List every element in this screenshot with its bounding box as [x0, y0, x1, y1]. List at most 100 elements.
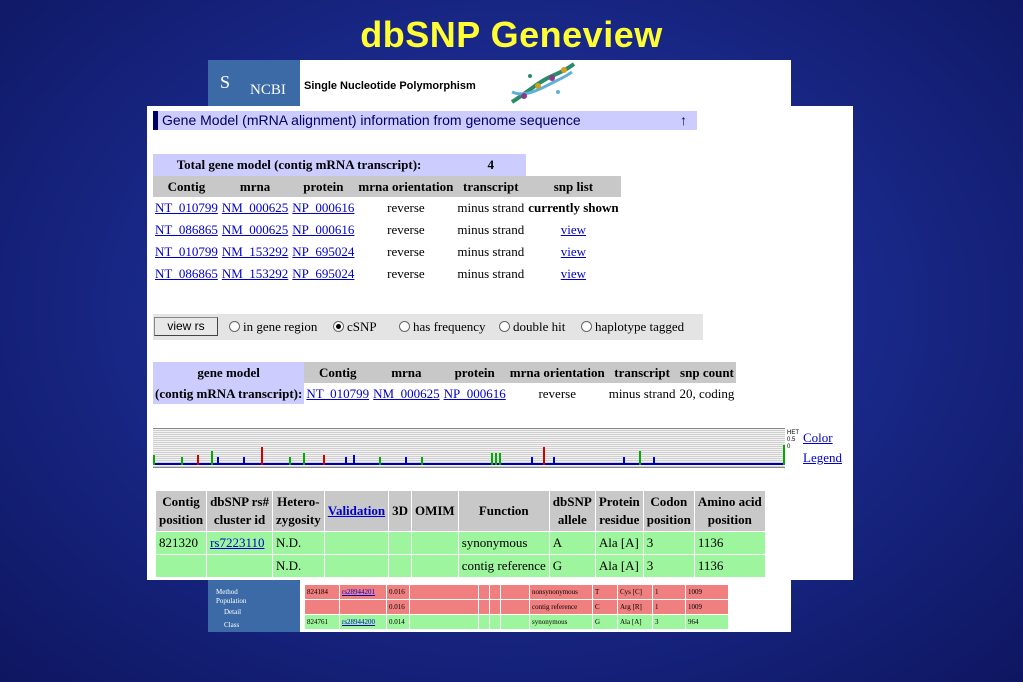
snp-marker — [323, 455, 325, 465]
snp-track-graphic[interactable] — [153, 428, 785, 468]
snp-function-cell: synonymous — [457, 531, 550, 555]
color-link[interactable]: Color — [803, 430, 833, 445]
radio-dot-icon[interactable] — [499, 320, 510, 332]
radio-dot-icon[interactable] — [581, 320, 592, 332]
snp-list-cell: view — [526, 219, 620, 241]
protein-link[interactable]: NP_695024 — [292, 244, 355, 259]
het-scale-mid: 0.5 — [787, 437, 796, 443]
het-scale: HET 0.5 0 — [787, 430, 799, 451]
col-header-contig: Contig — [304, 362, 372, 383]
snp-marker — [531, 457, 533, 465]
contig-link[interactable]: NT_010799 — [306, 385, 370, 401]
view-snp-link[interactable]: view — [560, 266, 587, 281]
protein-cell: NP_000616 — [290, 197, 356, 219]
sidebar-item-population[interactable]: Population — [216, 597, 247, 605]
cell-b — [478, 584, 490, 600]
legend-link[interactable]: Legend — [803, 450, 842, 465]
contig-link[interactable]: NT_086865 — [155, 222, 218, 237]
radio-option-cSNP[interactable]: cSNP — [333, 319, 377, 335]
snp-marker — [243, 457, 245, 465]
protein-cell: NP_000616 — [290, 219, 356, 241]
back-snp-table: 824184 rs28944201 0.016 nonsynonymous T Cys [… — [304, 584, 729, 630]
protein-link[interactable]: NP_000616 — [292, 200, 355, 215]
snp-marker — [543, 447, 545, 465]
snp-header-7: dbSNP allele — [548, 490, 596, 532]
het-cell: 0.016 — [386, 599, 410, 615]
col-header-protein: protein — [441, 362, 508, 383]
snp-aa-cell: 1136 — [693, 554, 766, 578]
rs-link[interactable]: rs7223110 — [210, 535, 265, 550]
sidebar-item-method[interactable]: Method — [216, 588, 238, 596]
cell-a — [409, 614, 479, 630]
model-header-1: mrna — [219, 176, 291, 197]
mrna-link[interactable]: NM_000625 — [221, 222, 289, 237]
snp-marker — [345, 457, 347, 465]
radio-option-double-hit[interactable]: double hit — [499, 319, 565, 335]
snp-marker — [353, 455, 355, 465]
view-snp-link[interactable]: view — [560, 244, 587, 259]
snp-position-cell — [154, 554, 208, 578]
snp-3d-cell — [388, 531, 412, 555]
protein-link[interactable]: NP_000616 — [292, 222, 355, 237]
sidebar-item-class[interactable]: Class — [224, 621, 240, 629]
protein-link[interactable]: NP_000616 — [443, 385, 506, 401]
het-scale-zero: 0 — [787, 444, 791, 450]
snp-allele-cell: G — [548, 554, 596, 578]
residue-cell: Arg [R] — [617, 599, 653, 615]
radio-dot-icon[interactable] — [333, 320, 344, 332]
snp-omim-cell — [410, 531, 459, 555]
snp-residue-cell: Ala [A] — [594, 554, 644, 578]
gene-model-row: NT_010799 NM_153292 NP_695024 reverse minus … — [153, 241, 621, 263]
snp-marker — [491, 453, 493, 465]
orientation-cell: reverse — [387, 222, 425, 237]
mrna-link[interactable]: NM_000625 — [221, 200, 289, 215]
protein-link[interactable]: NP_695024 — [292, 266, 355, 281]
snp-count-value: 20, coding — [679, 385, 735, 401]
transcript-value: minus strand — [608, 385, 676, 401]
snp-aa-cell: 1136 — [693, 531, 766, 555]
contig-cell: NT_010799 — [153, 197, 220, 219]
view-snp-link[interactable]: view — [560, 222, 587, 237]
ncbi-header: S NCBI Single Nucleotide Polymorphism — [208, 60, 791, 108]
mrna-cell: NM_000625 — [220, 219, 290, 241]
radio-option-in-gene-region[interactable]: in gene region — [229, 319, 317, 335]
contig-link[interactable]: NT_010799 — [155, 244, 218, 259]
codon-cell: 1 — [652, 599, 686, 615]
track-baseline — [153, 463, 785, 465]
contig-link[interactable]: NT_086865 — [155, 266, 218, 281]
radio-dot-icon[interactable] — [399, 320, 410, 332]
radio-label: has frequency — [413, 319, 486, 334]
col-header-transcript: transcript — [606, 362, 678, 383]
cell-d — [500, 599, 530, 615]
het-cell: 0.016 — [386, 584, 410, 600]
rs-link[interactable]: rs28944201 — [342, 588, 376, 596]
back-sidebar: Method Population Detail Class — [208, 580, 300, 632]
ncbi-logo[interactable]: S NCBI — [208, 60, 300, 108]
view-rs-button[interactable]: view rs — [154, 317, 218, 336]
snp-list-cell: view — [526, 241, 620, 263]
mrna-link[interactable]: NM_153292 — [221, 244, 289, 259]
rs-link[interactable]: rs28944200 — [342, 618, 376, 626]
radio-dot-icon[interactable] — [229, 320, 240, 332]
snp-rs-cell: rs7223110 — [206, 531, 273, 555]
mrna-link[interactable]: NM_000625 — [373, 385, 440, 401]
residue-cell: Cys [C] — [617, 584, 653, 600]
mrna-link[interactable]: NM_153292 — [221, 266, 289, 281]
radio-option-haplotype-tagged[interactable]: haplotype tagged — [581, 319, 684, 335]
snp-3d-cell — [388, 554, 412, 578]
current-gene-model-table: gene model Contig mrna protein mrna orie… — [153, 362, 737, 404]
transcript-cell: minus strand — [457, 222, 525, 237]
cell-a — [409, 584, 479, 600]
radio-option-has-frequency[interactable]: has frequency — [399, 319, 486, 335]
validation-link[interactable]: Validation — [327, 503, 386, 518]
ncbi-swirl-icon: S — [220, 72, 231, 92]
rs-cell: rs28944200 — [339, 614, 387, 630]
snp-rs-cell — [206, 554, 273, 578]
contig-link[interactable]: NT_010799 — [155, 200, 218, 215]
radio-label: cSNP — [347, 319, 377, 334]
snp-header-4: 3D — [388, 490, 412, 532]
slide-title: dbSNP Geneview — [360, 14, 663, 55]
aa-cell: 964 — [685, 614, 729, 630]
up-arrow-icon[interactable]: ↑ — [680, 112, 687, 128]
sidebar-item-detail[interactable]: Detail — [224, 608, 242, 616]
